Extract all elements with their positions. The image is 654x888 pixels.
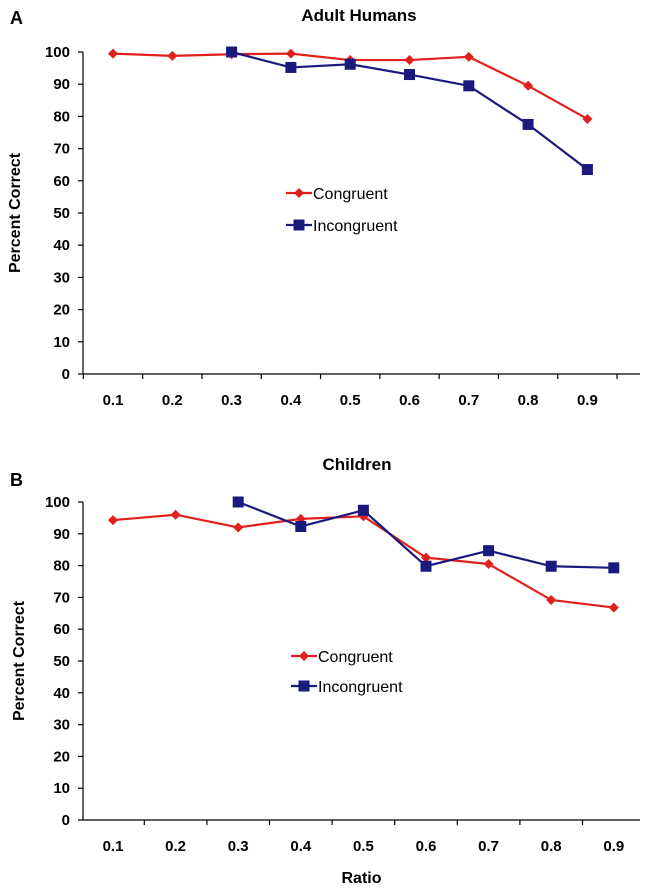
data-point	[545, 560, 557, 572]
panel-letter: A	[10, 8, 23, 28]
data-point	[226, 46, 238, 58]
data-point	[581, 164, 593, 176]
data-point	[404, 55, 415, 66]
x-tick-label: 0.5	[353, 838, 374, 855]
x-tick-label: 0.2	[165, 838, 186, 855]
legend-label: Incongruent	[313, 218, 398, 235]
legend-marker	[299, 651, 309, 661]
data-point	[483, 545, 495, 557]
panel-letter: B	[10, 470, 23, 490]
data-point	[344, 58, 356, 70]
y-tick-label: 60	[53, 621, 70, 638]
chart-panel-b: B Children 0 10 20 30 40 50 60 70 80 90 100 0.1 0.2 0.3…	[10, 455, 640, 887]
legend-label: Congruent	[313, 186, 388, 203]
x-tick-label: 0.9	[603, 838, 624, 855]
y-tick-label: 40	[53, 237, 70, 254]
x-tick-label: 0.7	[478, 838, 499, 855]
data-point	[608, 602, 619, 613]
data-point	[108, 48, 118, 59]
y-tick-label: 100	[45, 494, 70, 511]
data-point	[170, 509, 181, 520]
y-axis-label: Percent Correct	[11, 600, 28, 721]
legend-item-congruent: Congruent	[286, 186, 388, 203]
y-tick-label: 20	[53, 302, 70, 319]
data-point	[546, 594, 557, 605]
y-tick-label: 20	[53, 748, 70, 765]
y-tick-label: 50	[53, 205, 70, 222]
y-tick-label: 90	[53, 76, 70, 93]
chart-title: Children	[323, 455, 392, 474]
legend-marker	[293, 219, 305, 231]
data-point	[285, 61, 297, 73]
series-congruent	[108, 509, 619, 613]
series-incongruent	[226, 46, 593, 176]
x-tick-label: 0.1	[103, 838, 124, 855]
x-tick-label: 0.4	[280, 392, 302, 409]
data-point	[483, 559, 494, 570]
x-tick-label: 0.8	[518, 392, 539, 409]
y-tick-label: 30	[53, 717, 70, 734]
data-point	[285, 48, 296, 59]
data-point	[522, 118, 534, 130]
x-tick-label: 0.2	[162, 392, 183, 409]
y-tick-label: 40	[53, 685, 70, 702]
data-point	[523, 80, 534, 91]
x-tick-label: 0.5	[340, 392, 361, 409]
y-tick-label: 70	[53, 141, 70, 158]
data-point	[420, 560, 432, 572]
data-point	[295, 520, 307, 532]
chart-panel-a: A Adult Humans 0 10 20 30 40 50 60 70 80 90 100 0.1 0.…	[7, 6, 640, 409]
data-point	[404, 69, 415, 81]
legend-label: Congruent	[318, 649, 393, 666]
y-tick-label: 90	[53, 526, 70, 543]
x-tick-label: 0.6	[399, 392, 420, 409]
x-tick-label: 0.3	[228, 838, 249, 855]
x-tick-label: 0.3	[221, 392, 242, 409]
legend-item-incongruent: Incongruent	[286, 218, 398, 235]
y-tick-label: 80	[53, 108, 70, 125]
y-tick-label: 60	[53, 173, 70, 190]
data-point	[167, 50, 178, 61]
x-tick-label: 0.4	[290, 838, 312, 855]
legend-item-incongruent: Incongruent	[291, 679, 403, 696]
x-tick-label: 0.8	[541, 838, 562, 855]
chart-title: Adult Humans	[301, 6, 416, 25]
data-point	[582, 113, 593, 124]
y-tick-label: 30	[53, 269, 70, 286]
legend-item-congruent: Congruent	[291, 649, 393, 666]
y-tick-label: 80	[53, 558, 70, 575]
x-tick-label: 0.6	[416, 838, 437, 855]
y-tick-label: 10	[53, 334, 70, 351]
data-point	[608, 562, 620, 574]
y-axis-label: Percent Correct	[7, 152, 24, 273]
y-tick-label: 0	[62, 366, 70, 383]
x-axis-label: Ratio	[342, 870, 382, 887]
y-tick-label: 100	[45, 44, 70, 61]
y-tick-label: 70	[53, 589, 70, 606]
data-point	[233, 522, 244, 533]
legend-marker	[298, 680, 310, 692]
data-point	[463, 80, 475, 92]
y-tick-label: 0	[62, 812, 70, 829]
x-tick-label: 0.9	[577, 392, 598, 409]
data-point	[232, 496, 244, 508]
series-incongruent	[232, 496, 620, 574]
legend-label: Incongruent	[318, 679, 403, 696]
data-point	[463, 51, 474, 62]
data-point	[421, 552, 431, 563]
y-tick-label: 50	[53, 653, 70, 670]
series-line	[112, 513, 614, 609]
data-point	[357, 504, 369, 516]
x-tick-label: 0.7	[458, 392, 479, 409]
y-tick-label: 10	[53, 780, 70, 797]
data-point	[108, 515, 118, 526]
legend-marker	[294, 188, 304, 198]
x-tick-label: 0.1	[103, 392, 124, 409]
